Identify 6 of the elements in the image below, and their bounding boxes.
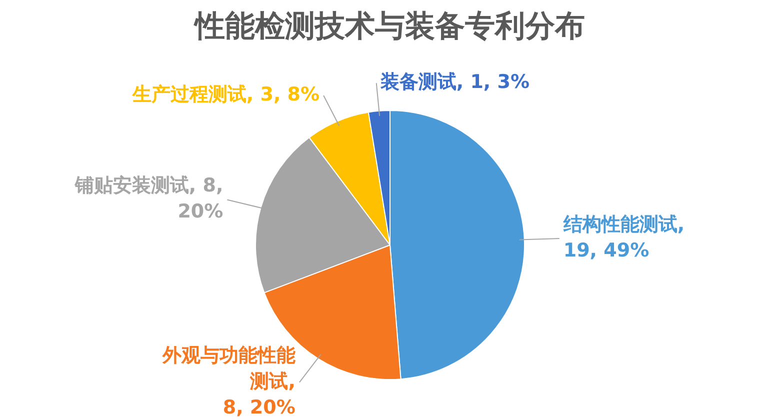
slice-label: 外观与功能性能测试, 8, 20% xyxy=(161,344,296,418)
slice-label: 铺贴安装测试, 8, 20% xyxy=(74,174,224,223)
slice-label: 生产过程测试, 3, 8% xyxy=(131,83,320,106)
slice-label: 结构性能测试, 19, 49% xyxy=(562,213,685,262)
slice-label: 装备测试, 1, 3% xyxy=(379,70,530,93)
chart-title: 性能检测技术与装备专利分布 xyxy=(192,8,586,46)
